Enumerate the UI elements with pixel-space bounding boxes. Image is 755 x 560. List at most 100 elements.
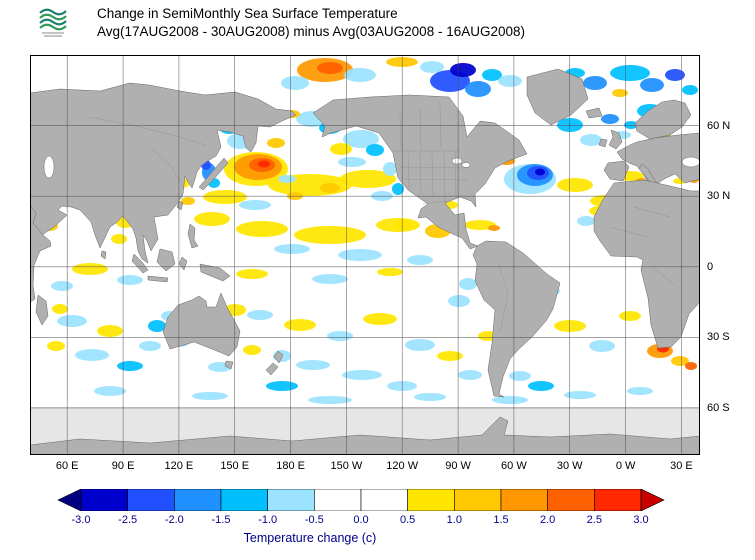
- sst-anomaly-blob: [482, 69, 502, 81]
- political-border: [609, 226, 649, 238]
- sst-anomaly-blob: [284, 319, 316, 331]
- sst-anomaly-blob: [330, 143, 352, 155]
- lat-tick-label: 60 N: [707, 119, 731, 132]
- sst-anomaly-blob: [624, 121, 638, 129]
- sst-anomaly-blob: [383, 162, 397, 176]
- landmass: [198, 157, 229, 191]
- sst-anomaly-blob: [577, 216, 595, 226]
- lake: [461, 162, 471, 168]
- landmass: [603, 160, 630, 182]
- sst-anomaly-blob: [601, 114, 619, 124]
- lake: [43, 155, 55, 179]
- landmass: [265, 362, 279, 376]
- sst-anomaly-blob: [267, 138, 285, 148]
- sst-anomaly-blob: [619, 311, 641, 321]
- sst-anomaly-blob: [192, 392, 228, 400]
- political-border: [419, 150, 422, 195]
- sst-anomaly-blob: [557, 178, 593, 192]
- sst-anomaly-blob: [327, 331, 353, 341]
- sst-anomaly-blob: [366, 144, 384, 156]
- colorbar-tick-label: 2.0: [540, 514, 556, 526]
- sst-anomaly-blob: [392, 183, 404, 195]
- sst-anomaly-blob: [236, 221, 288, 237]
- lon-tick-label: 120 W: [386, 460, 419, 472]
- lon-tick-label: 120 E: [164, 460, 194, 472]
- colorbar-segment: [267, 489, 315, 511]
- sst-anomaly-blob: [610, 65, 650, 81]
- sst-anomaly-blob: [203, 190, 247, 204]
- lon-tick-label: 90 W: [445, 460, 471, 472]
- landmass: [30, 204, 52, 303]
- political-border: [419, 106, 422, 151]
- sst-anomaly-blob: [181, 197, 195, 205]
- landmass: [162, 292, 241, 357]
- political-border: [497, 262, 509, 334]
- sst-anomaly-blob: [338, 157, 366, 167]
- political-border: [431, 150, 434, 199]
- sst-anomaly-blob: [665, 69, 685, 81]
- political-border: [399, 112, 402, 151]
- sst-anomaly-blob: [498, 75, 522, 87]
- landmass: [156, 248, 176, 272]
- colorbar-tick-label: 1.0: [446, 514, 462, 526]
- colorbar-segment: [127, 489, 175, 511]
- colorbar-segment: [500, 489, 548, 511]
- landmass: [598, 138, 608, 148]
- colorbar-tick-label: -1.5: [211, 514, 231, 526]
- sst-anomaly-blob: [111, 234, 127, 244]
- colorbar-segment: [594, 489, 642, 511]
- colorbar-tick-label: -1.0: [258, 514, 278, 526]
- sst-anomaly-blob: [243, 345, 261, 355]
- landmass: [608, 129, 623, 150]
- colorbar-tick-label: 1.5: [493, 514, 509, 526]
- sst-anomaly-blob: [671, 356, 689, 366]
- sst-anomaly-blob: [465, 81, 491, 97]
- political-border: [399, 166, 464, 169]
- sst-anomaly-blob: [247, 310, 273, 320]
- map-frame: [30, 55, 700, 455]
- sst-anomaly-blob: [296, 360, 330, 370]
- landmass: [593, 179, 700, 349]
- lon-tick-label: 150 W: [330, 460, 363, 472]
- sst-anomaly-blob: [589, 340, 615, 352]
- sst-anomaly-blob: [448, 295, 470, 307]
- lake: [451, 157, 463, 165]
- lat-tick-label: 30 S: [707, 331, 730, 344]
- lon-tick-label: 0 W: [615, 460, 636, 472]
- sst-anomaly-blob: [583, 76, 607, 90]
- sst-anomaly-blob: [258, 160, 270, 168]
- sst-anomaly-blob: [420, 61, 444, 73]
- sst-anomaly-blob: [47, 341, 65, 351]
- sst-anomaly-blob: [450, 63, 476, 77]
- political-border: [401, 178, 468, 181]
- landmass: [585, 107, 603, 119]
- sst-anomaly-blob: [405, 339, 435, 351]
- colorbar-tick-label: 2.5: [586, 514, 602, 526]
- lon-tick-label: 60 W: [501, 460, 527, 472]
- political-border: [149, 146, 181, 183]
- sst-anomaly-blob: [437, 351, 463, 361]
- political-border: [651, 266, 679, 288]
- sst-anomaly-blob: [342, 370, 382, 380]
- lon-tick-label: 90 E: [111, 460, 135, 472]
- political-border: [454, 150, 457, 199]
- sst-anomaly-blob: [535, 168, 545, 176]
- colorbar-right-arrow: [640, 489, 665, 511]
- sst-anomaly-blob: [459, 278, 477, 290]
- sst-anomaly-blob: [281, 76, 309, 90]
- sst-anomaly-blob: [52, 304, 68, 314]
- sst-anomaly-blob: [377, 268, 403, 276]
- sst-anomaly-blob: [458, 370, 482, 380]
- landmass: [199, 263, 231, 282]
- colorbar-segment: [80, 489, 128, 511]
- sst-anomaly-blob: [72, 263, 108, 275]
- colorbar-segment: [454, 489, 502, 511]
- sst-anomaly-blob: [194, 212, 230, 226]
- lon-tick-label: 30 E: [670, 460, 693, 472]
- lon-tick-label: 60 E: [55, 460, 79, 472]
- sst-anomaly-blob: [414, 393, 446, 401]
- landmass: [35, 294, 49, 326]
- colorbar-segment: [547, 489, 595, 511]
- sst-anomaly-blob: [376, 218, 420, 232]
